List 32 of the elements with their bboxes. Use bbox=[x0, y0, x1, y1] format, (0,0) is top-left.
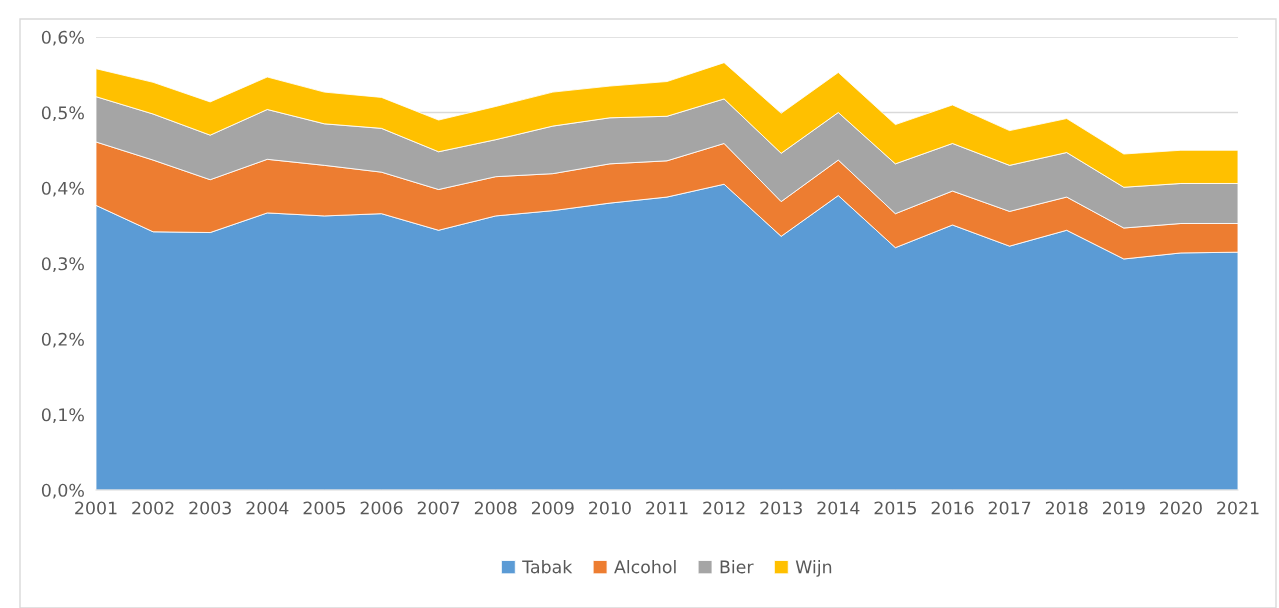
legend-label: Alcohol bbox=[614, 559, 676, 574]
y-tick-label: 0,3% bbox=[41, 257, 84, 273]
x-tick-label: 2017 bbox=[988, 501, 1031, 515]
x-tick-label: 2019 bbox=[1102, 501, 1145, 515]
x-tick-label: 2006 bbox=[360, 501, 403, 515]
y-tick-label: 0,4% bbox=[41, 181, 84, 197]
legend-label: Bier bbox=[720, 559, 754, 574]
y-tick-label: 0,5% bbox=[41, 106, 84, 122]
x-tick-label: 2001 bbox=[75, 501, 117, 515]
x-tick-label: 2015 bbox=[874, 501, 916, 515]
x-tick-label: 2005 bbox=[303, 501, 345, 515]
x-tick-label: 2010 bbox=[589, 501, 631, 515]
x-tick-label: 2014 bbox=[817, 501, 860, 515]
x-tick-label: 2003 bbox=[189, 501, 231, 515]
legend-label: Tabak bbox=[522, 559, 573, 574]
y-tick-label: 0,0% bbox=[41, 483, 84, 499]
x-tick-label: 2021 bbox=[1217, 501, 1259, 515]
x-tick-label: 2012 bbox=[703, 501, 745, 515]
y-tick-label: 0,6% bbox=[41, 30, 84, 46]
y-tick-label: 0,2% bbox=[41, 332, 84, 348]
x-tick-label: 2008 bbox=[474, 501, 517, 515]
legend-label: Wijn bbox=[795, 559, 832, 577]
x-tick-label: 2004 bbox=[246, 501, 289, 515]
y-tick-label: 0,1% bbox=[41, 408, 84, 424]
x-tick-label: 2018 bbox=[1045, 501, 1088, 515]
x-tick-label: 2002 bbox=[132, 501, 174, 515]
x-tick-label: 2016 bbox=[931, 501, 974, 515]
x-tick-label: 2007 bbox=[417, 501, 460, 515]
x-tick-label: 2013 bbox=[760, 501, 802, 515]
x-tick-label: 2009 bbox=[531, 501, 574, 515]
x-tick-label: 2011 bbox=[646, 501, 688, 515]
x-tick-label: 2020 bbox=[1160, 501, 1202, 515]
